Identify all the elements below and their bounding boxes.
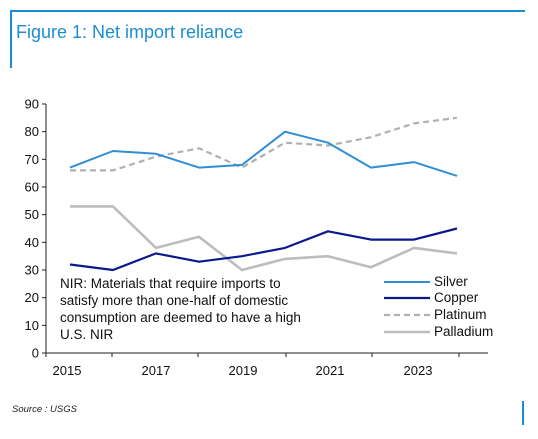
legend-label-palladium: Palladium: [434, 324, 493, 339]
x-tick-label: 2023: [404, 363, 433, 378]
chart-note-line: consumption are deemed to have a high: [60, 310, 301, 325]
chart-note-line: U.S. NIR: [60, 327, 114, 342]
x-tick-label: 2021: [316, 363, 345, 378]
y-tick-label: 20: [25, 290, 39, 305]
figure-title: Figure 1: Net import reliance: [16, 22, 244, 42]
series-line-silver: [69, 130, 458, 177]
legend-label-platinum: Platinum: [434, 307, 487, 322]
y-tick-label: 30: [25, 263, 39, 278]
source-note: Source : USGS: [12, 404, 77, 415]
y-tick-label: 50: [25, 207, 39, 222]
x-tick-label: 2019: [229, 363, 258, 378]
chart-note-line: NIR: Materials that require imports to: [60, 276, 281, 291]
left-rule: [10, 10, 12, 68]
top-rule: [10, 10, 525, 12]
y-tick-label: 0: [32, 346, 39, 361]
right-rule: [522, 401, 524, 425]
series-line-palladium: [70, 205, 458, 272]
y-tick-label: 80: [25, 124, 39, 139]
y-tick-label: 70: [25, 152, 39, 167]
legend-label-silver: Silver: [434, 274, 468, 289]
chart-note-line: satisfy more than one-half of domestic: [60, 293, 288, 308]
series-line-copper: [69, 227, 458, 272]
y-tick-label: 10: [25, 318, 39, 333]
y-tick-label: 40: [25, 235, 39, 250]
y-tick-label: 60: [25, 180, 39, 195]
y-tick-label: 90: [25, 97, 39, 112]
x-tick-label: 2015: [53, 363, 82, 378]
x-tick-label: 2017: [142, 363, 171, 378]
series-line-platinum: [70, 116, 458, 172]
legend-label-copper: Copper: [434, 290, 479, 305]
